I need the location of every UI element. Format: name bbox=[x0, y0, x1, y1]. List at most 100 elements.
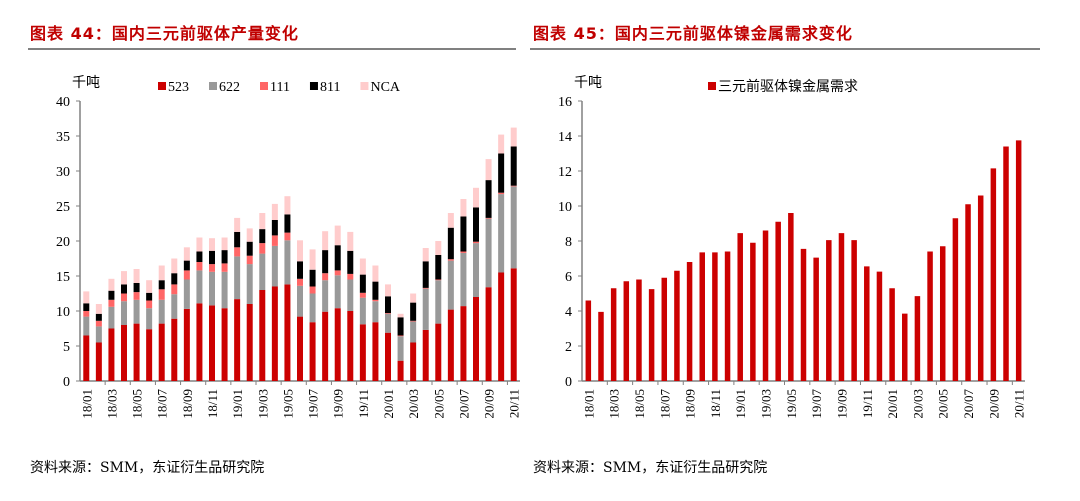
bar-811-18-07 bbox=[158, 280, 165, 290]
bar-622-18-12 bbox=[221, 271, 228, 309]
legend-swatch-2 bbox=[260, 82, 268, 90]
bar-811-18-04 bbox=[121, 284, 127, 294]
bar-NCA-18-09 bbox=[183, 247, 190, 261]
legend-swatch-3 bbox=[309, 82, 318, 90]
source-left: 资料来源：SMM，东证衍生品研究院 bbox=[30, 460, 265, 476]
bar-622-18-05 bbox=[133, 299, 140, 324]
x-tick-label: 20/07 bbox=[456, 389, 471, 419]
bar-811-19-11 bbox=[359, 274, 366, 293]
bar-111-20-02 bbox=[397, 335, 404, 337]
y-tick-label: 0 bbox=[565, 375, 572, 390]
bar-NCA-20-09 bbox=[485, 159, 492, 181]
bar-622-18-01 bbox=[83, 316, 90, 336]
bar-622-18-07 bbox=[158, 299, 165, 324]
bar-三元前驱体镍金属需求-19-03 bbox=[762, 230, 769, 381]
source-right: 资料来源：SMM，东证衍生品研究院 bbox=[533, 460, 768, 476]
bar-523-19-09 bbox=[334, 308, 341, 381]
legend-swatch-0 bbox=[158, 82, 166, 90]
bar-622-20-07 bbox=[460, 252, 467, 307]
bar-三元前驱体镍金属需求-19-11 bbox=[864, 266, 870, 381]
x-tick-label: 19/01 bbox=[733, 389, 748, 419]
bar-622-19-04 bbox=[271, 245, 278, 287]
bar-811-20-05 bbox=[435, 255, 442, 280]
bar-NCA-19-06 bbox=[297, 240, 303, 262]
y-tick-label: 20 bbox=[56, 235, 70, 250]
legend-swatch-0 bbox=[708, 82, 716, 90]
bar-111-18-12 bbox=[221, 263, 228, 272]
bar-622-18-08 bbox=[171, 294, 178, 319]
x-tick-label: 19/11 bbox=[356, 389, 371, 418]
y-tick-label: 14 bbox=[558, 130, 572, 145]
bar-NCA-20-10 bbox=[498, 134, 505, 154]
bar-523-20-11 bbox=[510, 268, 517, 381]
y-tick-label: 12 bbox=[558, 165, 572, 180]
bar-111-19-06 bbox=[297, 278, 303, 286]
bar-NCA-18-06 bbox=[146, 280, 153, 293]
bar-NCA-19-03 bbox=[259, 213, 266, 230]
x-tick-label: 18/09 bbox=[180, 389, 195, 419]
bar-111-18-06 bbox=[146, 300, 153, 309]
bar-111-20-07 bbox=[460, 251, 467, 253]
x-tick-label: 18/01 bbox=[581, 389, 596, 419]
bar-111-20-05 bbox=[435, 279, 442, 281]
bar-三元前驱体镍金属需求-19-02 bbox=[750, 242, 756, 381]
x-tick-label: 19/11 bbox=[860, 389, 875, 418]
bar-622-18-10 bbox=[196, 270, 203, 304]
bar-三元前驱体镍金属需求-20-04 bbox=[927, 251, 933, 381]
x-tick-label: 19/07 bbox=[306, 389, 321, 419]
y-tick-label: 8 bbox=[565, 235, 572, 250]
bar-523-20-08 bbox=[473, 297, 479, 381]
bar-811-19-10 bbox=[347, 250, 354, 274]
bar-NCA-20-01 bbox=[385, 284, 391, 297]
y-tick-label: 0 bbox=[63, 375, 70, 390]
x-tick-label: 20/01 bbox=[885, 389, 900, 419]
bar-811-19-02 bbox=[246, 241, 253, 256]
bar-811-18-09 bbox=[183, 260, 190, 271]
bar-811-19-08 bbox=[322, 250, 329, 274]
bar-811-19-03 bbox=[259, 229, 266, 244]
y-axis-unit: 千吨 bbox=[574, 75, 602, 91]
bar-111-18-05 bbox=[133, 292, 140, 300]
bar-811-18-03 bbox=[108, 290, 115, 300]
bar-NCA-19-12 bbox=[372, 265, 379, 282]
x-tick-label: 19/09 bbox=[331, 389, 346, 419]
bar-NCA-18-02 bbox=[95, 304, 102, 314]
bar-811-20-08 bbox=[473, 207, 479, 242]
bar-111-18-04 bbox=[121, 293, 127, 302]
bar-523-18-12 bbox=[221, 308, 228, 381]
bar-三元前驱体镍金属需求-20-01 bbox=[889, 288, 895, 381]
bar-523-20-07 bbox=[460, 306, 467, 381]
bar-523-19-12 bbox=[372, 322, 379, 381]
x-tick-label: 19/07 bbox=[809, 389, 824, 419]
bar-811-20-04 bbox=[422, 261, 429, 288]
bar-811-18-11 bbox=[209, 250, 215, 265]
bar-三元前驱体镍金属需求-20-02 bbox=[902, 313, 908, 381]
bar-523-20-10 bbox=[498, 272, 505, 381]
y-tick-label: 16 bbox=[558, 95, 572, 110]
bar-523-20-03 bbox=[410, 342, 417, 381]
bar-NCA-20-11 bbox=[510, 127, 517, 147]
bar-811-18-10 bbox=[196, 251, 203, 262]
bar-622-20-01 bbox=[385, 313, 391, 333]
bar-523-19-01 bbox=[234, 299, 241, 381]
bar-811-19-01 bbox=[234, 231, 241, 248]
bar-NCA-18-08 bbox=[171, 258, 178, 274]
bar-111-18-11 bbox=[209, 264, 215, 272]
bar-811-20-03 bbox=[410, 302, 417, 321]
bar-111-19-05 bbox=[284, 232, 291, 241]
bar-811-20-07 bbox=[460, 216, 467, 252]
bar-三元前驱体镍金属需求-18-01 bbox=[585, 300, 592, 381]
bar-523-19-04 bbox=[271, 286, 278, 381]
bar-523-18-09 bbox=[183, 308, 190, 381]
bar-622-20-04 bbox=[422, 288, 429, 330]
legend-swatch-4 bbox=[360, 82, 369, 90]
bar-111-20-03 bbox=[410, 320, 417, 322]
bar-523-18-04 bbox=[121, 325, 127, 381]
x-tick-label: 20/07 bbox=[961, 389, 976, 419]
x-tick-label: 18/01 bbox=[79, 389, 94, 419]
bar-三元前驱体镍金属需求-18-08 bbox=[674, 270, 680, 381]
x-tick-label: 18/03 bbox=[104, 389, 119, 419]
bar-811-19-06 bbox=[297, 261, 303, 279]
x-tick-label: 20/11 bbox=[507, 389, 522, 418]
bar-523-19-05 bbox=[284, 284, 291, 381]
